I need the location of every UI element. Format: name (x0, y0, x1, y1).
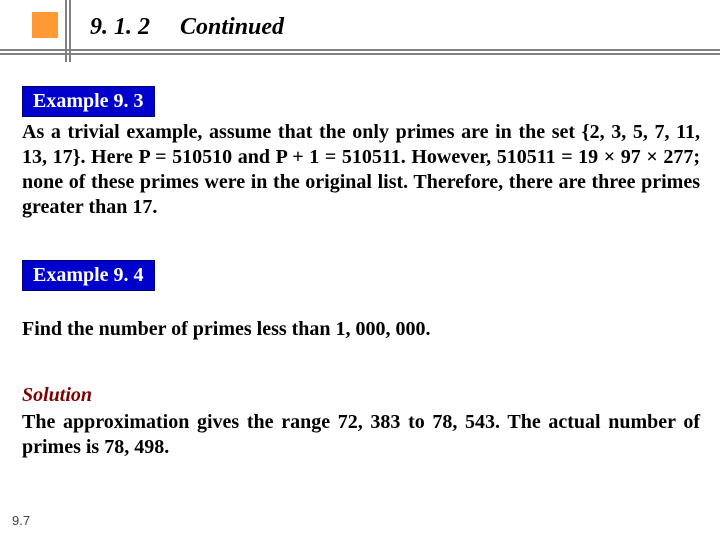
solution-label: Solution (22, 384, 92, 407)
solution-body: The approximation gives the range 72, 38… (22, 410, 700, 460)
example-1-label: Example 9. 3 (22, 86, 155, 117)
accent-square (32, 12, 58, 38)
example-2-label: Example 9. 4 (22, 260, 155, 291)
header-vrule-1 (65, 0, 67, 62)
example-2-question: Find the number of primes less than 1, 0… (22, 318, 700, 341)
section-number: 9. 1. 2 (90, 14, 150, 41)
section-title: Continued (180, 14, 284, 41)
page-footer: 9.7 (12, 513, 30, 528)
example-1-body: As a trivial example, assume that the on… (22, 120, 700, 220)
header-rule-2 (0, 53, 720, 55)
header-rule-1 (0, 49, 720, 51)
header-vrule-2 (69, 0, 71, 62)
